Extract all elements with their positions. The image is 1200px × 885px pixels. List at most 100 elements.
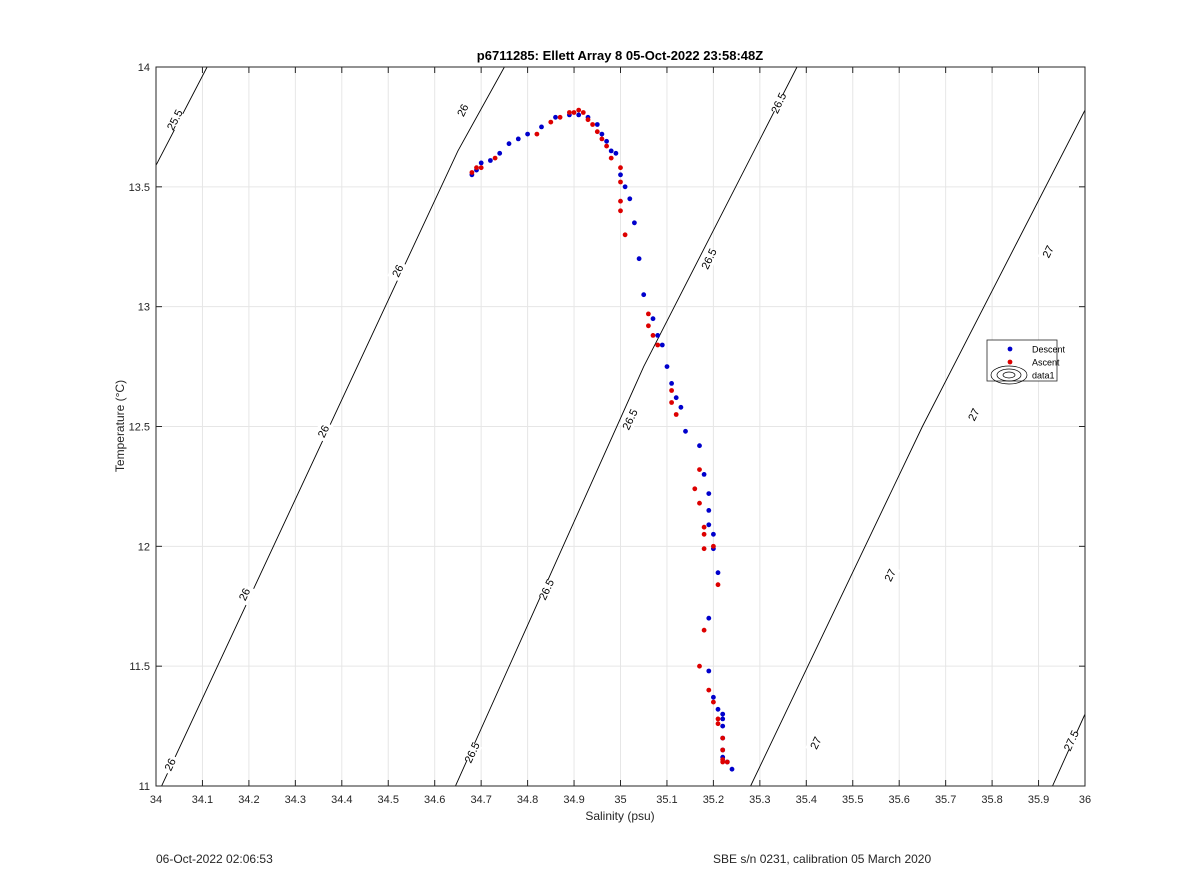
- descent-point: [594, 122, 600, 127]
- descent-point: [706, 491, 712, 496]
- isopycnal-label-bg: [1060, 729, 1082, 752]
- x-tick-label: 35.9: [1028, 794, 1049, 806]
- isopycnal-label: 26: [163, 757, 179, 773]
- ascent-point: [534, 131, 540, 137]
- y-tick-label: 13.5: [129, 182, 150, 194]
- descent-point: [613, 150, 619, 156]
- chart-title: p6711285: Ellett Array 8 05-Oct-2022 23:…: [477, 48, 763, 63]
- isopycnal-line-27-5: [1052, 713, 1085, 786]
- x-tick-label: 35.5: [842, 794, 863, 806]
- ascent-point: [715, 716, 721, 722]
- ascent-point: [478, 165, 484, 171]
- descent-point: [664, 364, 670, 369]
- ascent-point: [567, 110, 572, 115]
- isopycnal-label-bg: [313, 420, 334, 443]
- ascent-point: [669, 388, 674, 393]
- ascent-point: [571, 110, 577, 115]
- descent-point: [683, 428, 688, 434]
- ascent-point: [580, 110, 586, 115]
- footer-sensor-info: SBE s/n 0231, calibration 05 March 2020: [713, 852, 932, 866]
- descent-point: [632, 220, 637, 226]
- descent-point: [659, 342, 665, 348]
- descent-point: [627, 196, 633, 202]
- ascent-point: [585, 117, 591, 123]
- x-axis-label: Salinity (psu): [585, 809, 654, 823]
- axis-ticks: 34 34.1 34.2 34.3 34.4 34.5 34.6 34.7 34.8 34.9 35…: [129, 62, 1092, 806]
- ascent-point: [557, 114, 563, 120]
- isopycnal-label: 26: [237, 587, 253, 603]
- isopycnal-label-bg: [619, 408, 640, 431]
- isopycnal-label: 27: [808, 735, 824, 751]
- series-ascent: [469, 107, 730, 765]
- isopycnal-label-bg: [461, 741, 483, 764]
- isopycnal-label-bg: [159, 753, 181, 776]
- ascent-point: [590, 122, 595, 127]
- x-tick-label: 35.2: [703, 794, 724, 806]
- ascent-point: [724, 759, 730, 765]
- descent-point: [553, 114, 558, 120]
- isopycnal-label-bg: [963, 403, 984, 426]
- ascent-point: [646, 311, 651, 317]
- descent-point: [608, 148, 614, 154]
- x-tick-label: 34.4: [331, 794, 352, 806]
- isopycnal-line-27: [750, 109, 1085, 786]
- isopycnal-label: 26: [455, 102, 471, 118]
- descent-point: [576, 112, 582, 118]
- y-tick-label: 14: [138, 62, 150, 74]
- ascent-point: [576, 107, 582, 113]
- isopycnal-label: 26: [390, 263, 406, 279]
- isopycnal-label-bg: [164, 108, 185, 131]
- legend-marker-ascent: [1007, 359, 1013, 365]
- legend-box: [986, 339, 1058, 382]
- legend-label-ascent: Ascent: [1032, 358, 1060, 368]
- y-tick-label: 13: [138, 302, 150, 314]
- x-tick-label: 34.7: [470, 794, 491, 806]
- x-tick-label: 34.8: [517, 794, 538, 806]
- footer-timestamp: 06-Oct-2022 02:06:53: [156, 852, 273, 866]
- descent-point: [706, 668, 712, 674]
- ascent-point: [701, 524, 707, 530]
- x-tick-label: 34.2: [238, 794, 259, 806]
- ascent-point: [720, 735, 726, 741]
- ascent-point: [720, 747, 726, 753]
- ascent-point: [701, 546, 707, 552]
- ascent-point: [697, 467, 702, 472]
- ascent-point: [711, 699, 716, 705]
- isopycnal-label-bg: [387, 259, 408, 282]
- x-tick-label: 35.1: [656, 794, 677, 806]
- isopycnal-label-bg: [768, 91, 789, 115]
- ascent-point: [650, 333, 656, 338]
- descent-point: [711, 531, 716, 537]
- x-tick-label: 35.6: [888, 794, 909, 806]
- ascent-point: [720, 759, 726, 765]
- x-tick-label: 34: [150, 794, 162, 806]
- legend-marker-data1: [996, 368, 1022, 382]
- isopycnal-label-bg: [879, 563, 901, 587]
- descent-point: [641, 292, 647, 298]
- y-tick-label: 12: [138, 541, 150, 553]
- ascent-point: [711, 543, 716, 549]
- legend[interactable]: Descent Ascent data1: [986, 339, 1066, 385]
- ascent-point: [655, 342, 661, 348]
- descent-point: [720, 723, 726, 729]
- data-points: [469, 107, 735, 772]
- y-axis-label: Temperature (°C): [113, 380, 127, 472]
- descent-point: [655, 333, 661, 338]
- ascent-point: [706, 687, 712, 693]
- descent-point: [706, 615, 712, 621]
- ascent-point: [715, 582, 721, 588]
- descent-point: [506, 141, 512, 147]
- isopycnal-label: 27: [966, 407, 982, 423]
- descent-point: [697, 443, 702, 449]
- ascent-point: [599, 136, 605, 142]
- y-tick-label: 12.5: [129, 422, 150, 434]
- descent-point: [720, 716, 726, 722]
- ascent-point: [469, 170, 475, 175]
- legend-label-data1: data1: [1032, 371, 1055, 381]
- legend-marker-data1: [990, 365, 1028, 385]
- descent-point: [650, 316, 656, 322]
- descent-point: [729, 766, 735, 772]
- ascent-point: [646, 323, 651, 329]
- descent-point: [706, 508, 712, 513]
- descent-point: [604, 138, 609, 144]
